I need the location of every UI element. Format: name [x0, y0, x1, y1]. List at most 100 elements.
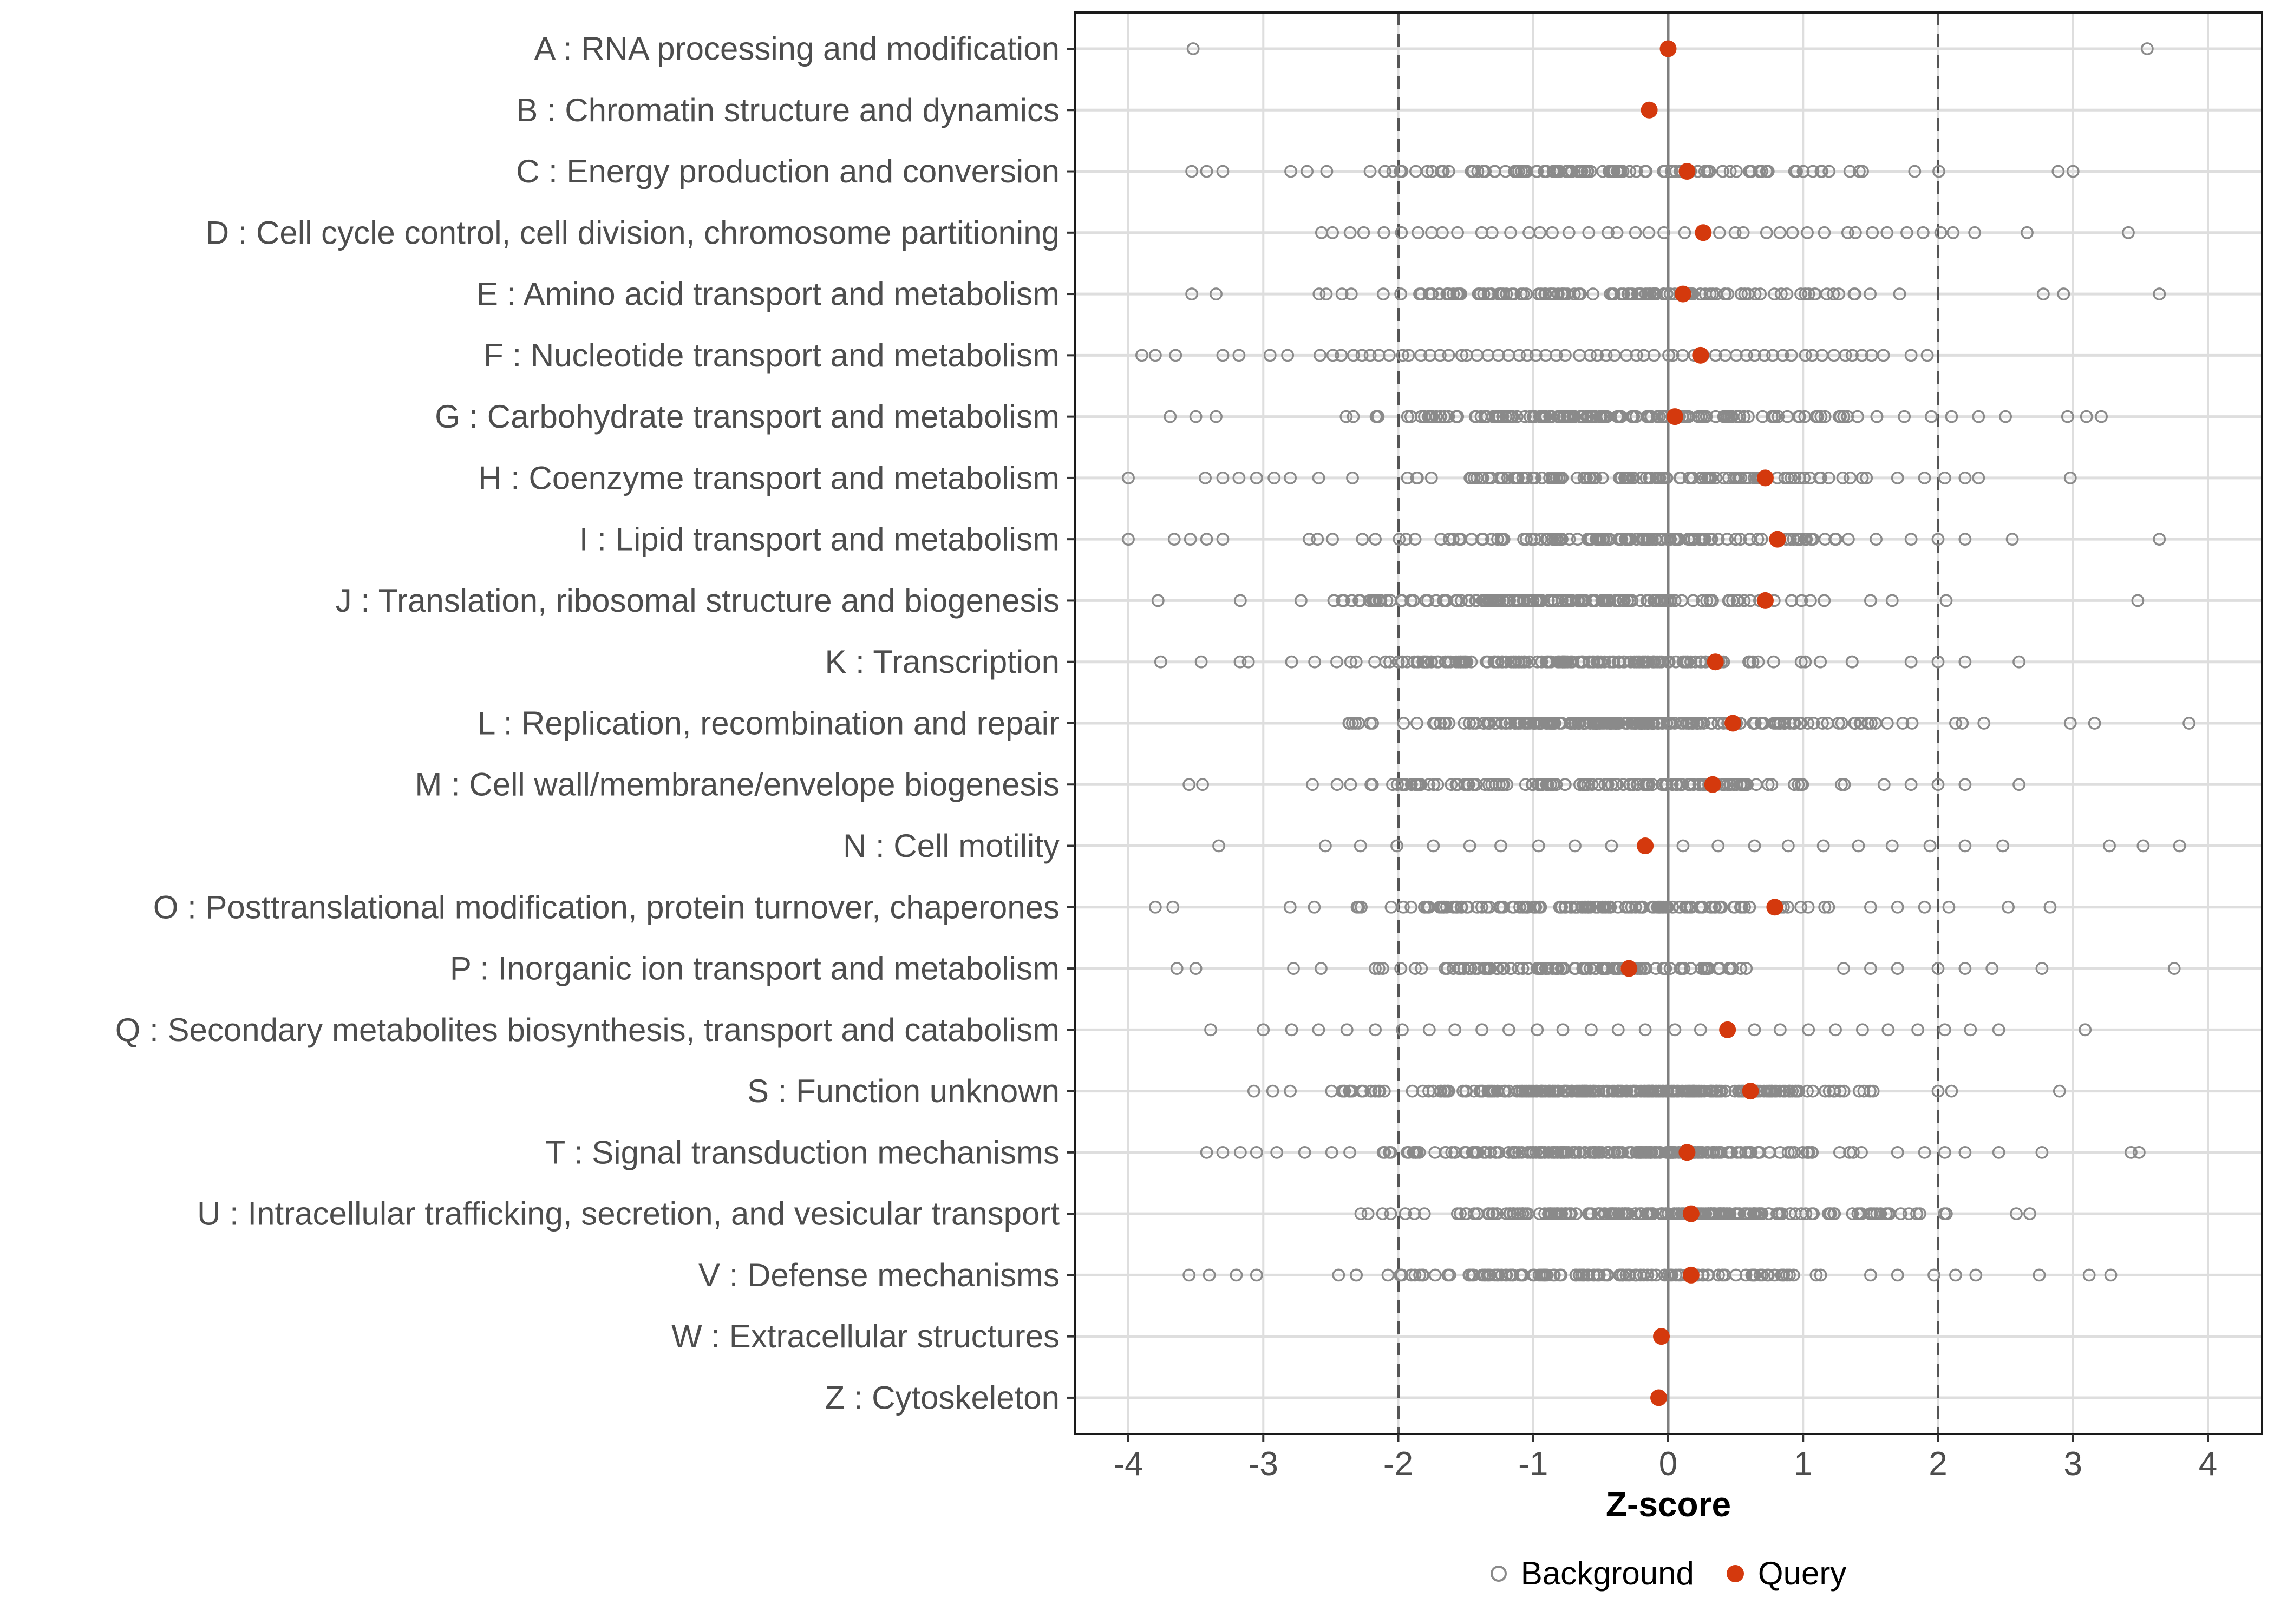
background-point	[1451, 226, 1464, 239]
x-tick-label: 4	[2199, 1445, 2217, 1483]
query-point	[1678, 1144, 1696, 1161]
background-point	[1376, 287, 1390, 300]
background-point	[1204, 1023, 1217, 1037]
background-point	[1738, 287, 1752, 300]
background-point	[1350, 900, 1364, 914]
background-point	[1559, 349, 1572, 362]
background-point	[1787, 1268, 1800, 1282]
background-point	[1596, 471, 1609, 484]
background-point	[1611, 778, 1624, 791]
background-point	[1534, 962, 1547, 975]
background-point	[1266, 1084, 1279, 1098]
background-point	[1607, 655, 1620, 669]
background-point	[2057, 287, 2070, 300]
background-point	[1500, 594, 1513, 607]
x-tick-label: -3	[1249, 1445, 1278, 1483]
background-point	[1533, 226, 1547, 239]
background-point	[1880, 717, 1894, 730]
background-point	[1671, 1084, 1684, 1098]
background-point	[1822, 165, 1836, 178]
x-tick-label: -4	[1113, 1445, 1143, 1483]
background-point	[1520, 900, 1534, 914]
background-point	[1526, 778, 1539, 791]
background-point	[1349, 655, 1363, 669]
background-point	[1513, 349, 1526, 362]
background-point	[1597, 900, 1611, 914]
background-point	[1604, 900, 1617, 914]
category-label: L : Replication, recombination and repai…	[478, 705, 1060, 741]
background-point	[1609, 594, 1622, 607]
background-point	[1393, 533, 1406, 546]
category-label: J : Translation, ribosomal structure and…	[336, 582, 1060, 619]
background-point	[1958, 1145, 1972, 1159]
background-point	[1424, 471, 1438, 484]
background-point	[1649, 594, 1662, 607]
background-point	[1556, 471, 1569, 484]
background-point	[1356, 533, 1369, 546]
background-point	[1792, 410, 1805, 423]
background-point	[1660, 778, 1674, 791]
background-point	[1589, 962, 1602, 975]
background-point	[1662, 349, 1675, 362]
background-point	[1711, 717, 1725, 730]
background-point	[1499, 165, 1512, 178]
category-label: K : Transcription	[825, 644, 1060, 680]
background-point	[1624, 287, 1637, 300]
background-point	[1422, 410, 1435, 423]
background-point	[1544, 287, 1557, 300]
background-point	[1458, 717, 1471, 730]
background-point	[1445, 778, 1458, 791]
background-point	[1956, 717, 1969, 730]
background-point	[1449, 778, 1463, 791]
background-point	[1504, 1207, 1517, 1221]
background-point	[1772, 1207, 1786, 1221]
background-point	[1949, 1268, 1962, 1282]
query-point	[1769, 531, 1786, 548]
background-point	[1210, 410, 1223, 423]
background-point	[1801, 900, 1815, 914]
background-point	[1582, 900, 1596, 914]
background-point	[1196, 778, 1209, 791]
background-point	[1958, 778, 1972, 791]
background-point	[1661, 533, 1674, 546]
background-point	[1736, 226, 1750, 239]
background-point	[1580, 962, 1593, 975]
background-point	[1377, 1084, 1391, 1098]
background-point	[2043, 900, 2057, 914]
background-point	[1557, 962, 1570, 975]
background-point	[1482, 778, 1495, 791]
background-point	[1743, 1207, 1757, 1221]
background-point	[1806, 1084, 1820, 1098]
background-point	[1972, 471, 1985, 484]
background-point	[1931, 533, 1945, 546]
background-point	[1493, 900, 1506, 914]
background-point	[1848, 717, 1862, 730]
background-point	[1372, 962, 1386, 975]
background-point	[1603, 165, 1616, 178]
background-point	[1491, 1207, 1504, 1221]
background-point	[1270, 1145, 1284, 1159]
background-point	[1397, 717, 1410, 730]
background-point	[1773, 1023, 1787, 1037]
background-point	[1822, 1084, 1836, 1098]
background-point	[1447, 287, 1460, 300]
background-point	[1904, 778, 1918, 791]
background-point	[1920, 349, 1934, 362]
background-point	[1949, 717, 1962, 730]
background-point	[1766, 349, 1780, 362]
background-point	[1964, 1023, 1977, 1037]
background-point	[1814, 410, 1828, 423]
background-point	[1199, 471, 1212, 484]
background-point	[1546, 533, 1559, 546]
background-point	[1532, 1268, 1546, 1282]
background-point	[1788, 1207, 1802, 1221]
background-point	[1391, 655, 1405, 669]
background-point	[1394, 1268, 1407, 1282]
background-point	[1554, 410, 1567, 423]
background-point	[1534, 594, 1547, 607]
background-point	[1678, 226, 1691, 239]
query-point	[1766, 899, 1783, 916]
background-point	[1742, 471, 1755, 484]
background-point	[2140, 42, 2154, 55]
